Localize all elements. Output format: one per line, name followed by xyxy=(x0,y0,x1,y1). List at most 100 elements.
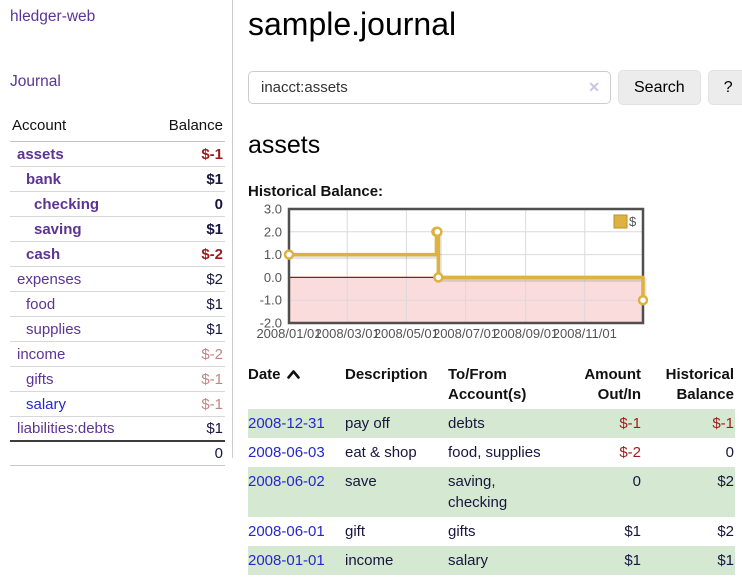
balance-chart: 3.0 2.0 1.0 0.0 -1.0 -2.02008/01/012008/03/01… xyxy=(256,204,648,341)
accounts-table-header: Account Balance xyxy=(10,114,225,142)
accounts-header-balance: Balance xyxy=(168,117,223,134)
account-balance: $-1 xyxy=(201,145,223,163)
transaction-date-link[interactable]: 2008-06-01 xyxy=(248,522,325,540)
y-axis-tick-label: 2.0 xyxy=(264,224,282,239)
chart-title: Historical Balance: xyxy=(248,183,384,200)
register-accounts-cell: debts xyxy=(448,414,485,432)
register-amount-cell: $-2 xyxy=(619,443,641,461)
help-button[interactable]: ? xyxy=(707,70,742,105)
register-balance-cell: $1 xyxy=(717,551,734,569)
register-accounts-cell: food, supplies xyxy=(448,443,541,461)
register-date-cell: 2008-12-31 xyxy=(248,409,345,438)
account-link[interactable]: gifts xyxy=(26,370,54,388)
search-form: ✕ Search ? xyxy=(248,70,742,105)
register-description-cell: eat & shop xyxy=(345,443,417,461)
register-header-balance: Historical Balance xyxy=(665,366,734,404)
register-description-cell: pay off xyxy=(345,414,390,432)
account-link[interactable]: salary xyxy=(26,395,67,413)
legend-label: $ xyxy=(629,214,637,229)
account-balance: $-2 xyxy=(201,245,223,263)
account-balance: 0 xyxy=(214,195,223,213)
register-row: 2008-06-03 eat & shop food, supplies $-2 0 xyxy=(248,438,735,467)
chart-border xyxy=(287,207,645,325)
account-row: liabilities:debts $1 xyxy=(10,417,225,442)
register-description-cell: income xyxy=(345,551,394,569)
chart-data-point xyxy=(637,294,648,306)
x-axis-tick-label: 2008/07/01 xyxy=(433,326,498,341)
account-balance: $-1 xyxy=(201,395,223,413)
register-header-accounts: To/From Account(s) xyxy=(448,366,527,404)
account-balance: $1 xyxy=(206,420,223,437)
register-balance-cell: $2 xyxy=(717,522,734,540)
register-header-date[interactable]: Date xyxy=(248,362,345,409)
transaction-date-link[interactable]: 2008-12-31 xyxy=(248,414,325,432)
account-link[interactable]: assets xyxy=(17,145,64,163)
transaction-date-link[interactable]: 2008-06-02 xyxy=(248,472,325,490)
clear-search-icon[interactable]: ✕ xyxy=(588,79,600,95)
account-row: assets $-1 xyxy=(10,142,225,167)
transaction-date-link[interactable]: 2008-01-01 xyxy=(248,551,325,569)
account-row: checking 0 xyxy=(10,192,225,217)
page-title: sample.journal xyxy=(248,6,457,42)
sort-ascending-icon xyxy=(286,370,300,379)
accounts-table: Account Balance assets $-1 bank $1 checking 0… xyxy=(10,114,225,466)
y-axis-tick-label: 0.0 xyxy=(264,270,282,285)
register-description-cell: save xyxy=(345,472,377,490)
account-row: supplies $1 xyxy=(10,317,225,342)
account-balance: $-1 xyxy=(201,370,223,388)
register-table: Date Description To/From Account(s) Amou… xyxy=(248,362,735,575)
transaction-date-link[interactable]: 2008-06-03 xyxy=(248,443,325,461)
account-link[interactable]: income xyxy=(17,345,66,363)
brand-link[interactable]: hledger-web xyxy=(10,8,96,25)
account-row: gifts $-1 xyxy=(10,367,225,392)
register-amount-cell: $-1 xyxy=(619,414,641,432)
register-row: 2008-06-01 gift gifts $1 $2 xyxy=(248,517,735,546)
legend-swatch-icon xyxy=(613,214,628,229)
search-button[interactable]: Search xyxy=(618,70,701,105)
x-axis-tick-label: 2008/11/01 xyxy=(553,326,617,341)
account-row: salary $-1 xyxy=(10,392,225,417)
account-link[interactable]: checking xyxy=(34,195,100,213)
register-balance-cell: $2 xyxy=(717,472,734,490)
chart-data-point xyxy=(283,249,295,260)
account-link[interactable]: food xyxy=(26,295,56,313)
sidebar: hledger-web Journal Account Balance asse… xyxy=(0,0,233,582)
y-axis-tick-label: -1.0 xyxy=(260,293,282,308)
account-balance: $1 xyxy=(206,170,223,188)
account-balance: $-2 xyxy=(201,345,223,363)
chart-data-point xyxy=(433,272,444,283)
account-link[interactable]: saving xyxy=(34,220,82,238)
nav-journal-link[interactable]: Journal xyxy=(10,73,61,90)
register-row: 2008-12-31 pay off debts $-1 $-1 xyxy=(248,408,735,438)
y-axis-tick-label: 1.0 xyxy=(264,247,282,262)
account-link[interactable]: cash xyxy=(26,245,61,263)
register-balance-cell: $-1 xyxy=(712,414,734,432)
chart-data-point xyxy=(432,226,443,238)
account-balance: $1 xyxy=(206,295,223,313)
register-amount-cell: $1 xyxy=(624,522,641,540)
y-axis-tick-label: -2.0 xyxy=(260,316,282,331)
register-header-description: Description xyxy=(345,366,428,383)
main-content: sample.journal ✕ Search ? assets Histori… xyxy=(233,0,742,582)
register-balance-cell: 0 xyxy=(725,443,734,461)
register-accounts-cell: saving, checking xyxy=(448,472,508,511)
account-row: bank $1 xyxy=(10,167,225,192)
search-input[interactable] xyxy=(248,71,611,104)
account-balance: $2 xyxy=(206,270,223,288)
search-field-wrapper: ✕ xyxy=(248,71,611,104)
account-link[interactable]: expenses xyxy=(17,270,82,288)
y-axis-tick-label: 3.0 xyxy=(264,204,282,217)
section-title: assets xyxy=(248,131,321,159)
account-list: assets $-1 bank $1 checking 0 saving $1 cash $-2 e… xyxy=(10,142,225,442)
register-accounts-cell: gifts xyxy=(448,522,476,540)
account-link[interactable]: bank xyxy=(26,170,62,188)
account-row: cash $-2 xyxy=(10,242,225,267)
register-header-amount: Amount Out/In xyxy=(584,366,641,404)
account-row: expenses $2 xyxy=(10,267,225,292)
x-axis-tick-label: 2008/09/01 xyxy=(493,326,558,341)
accounts-header-account: Account xyxy=(12,117,67,134)
account-link[interactable]: supplies xyxy=(26,320,82,338)
register-amount-cell: 0 xyxy=(632,472,641,490)
account-link[interactable]: liabilities:debts xyxy=(17,420,115,437)
